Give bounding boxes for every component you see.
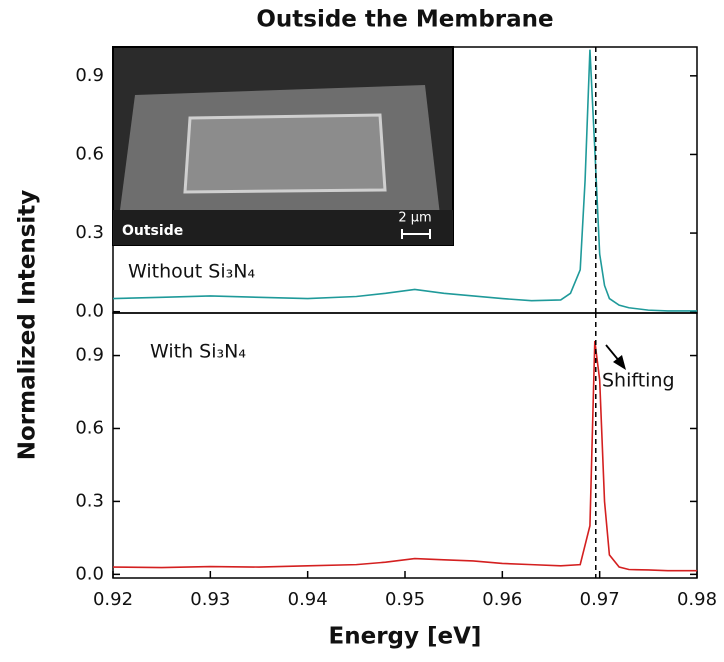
arrow-head <box>613 355 626 370</box>
x-tick-label: 0.94 <box>288 589 328 610</box>
x-axis-label: Energy [eV] <box>329 624 482 650</box>
series-label: With Si₃N₄ <box>150 341 246 363</box>
y-tick-label: 0.6 <box>75 143 104 164</box>
x-tick-label: 0.95 <box>385 589 425 610</box>
y-tick-label: 0.9 <box>75 345 104 366</box>
y-tick-label: 0.6 <box>75 417 104 438</box>
x-tick-label: 0.98 <box>677 589 717 610</box>
inset-membrane <box>183 113 387 194</box>
inset-shadow <box>113 210 453 245</box>
scale-bar <box>401 229 431 239</box>
inset-label: Outside <box>122 223 183 239</box>
y-axis-label: Normalized Intensity <box>15 190 41 461</box>
y-tick-label: 0.3 <box>75 490 104 511</box>
chart-title: Outside the Membrane <box>256 7 553 33</box>
y-tick-label: 0.9 <box>75 65 104 86</box>
x-tick-label: 0.92 <box>93 589 133 610</box>
x-tick-label: 0.93 <box>190 589 230 610</box>
inset-image: Outside 2 µm <box>112 46 454 246</box>
scale-bar-label: 2 µm <box>398 211 431 226</box>
y-tick-label: 0.0 <box>75 301 104 322</box>
series-line <box>112 340 697 572</box>
x-tick-label: 0.97 <box>580 589 620 610</box>
series-label: Without Si₃N₄ <box>128 261 255 283</box>
x-tick-label: 0.96 <box>482 589 522 610</box>
y-tick-label: 0.3 <box>75 222 104 243</box>
annotation: Shifting <box>602 370 675 392</box>
y-tick-label: 0.0 <box>75 563 104 584</box>
panel: 0.0 0.3 0.6 0.9 0.92 0.93 0.94 0.95 0.96 0.97 0.98… <box>75 312 717 610</box>
series-line <box>112 49 697 312</box>
